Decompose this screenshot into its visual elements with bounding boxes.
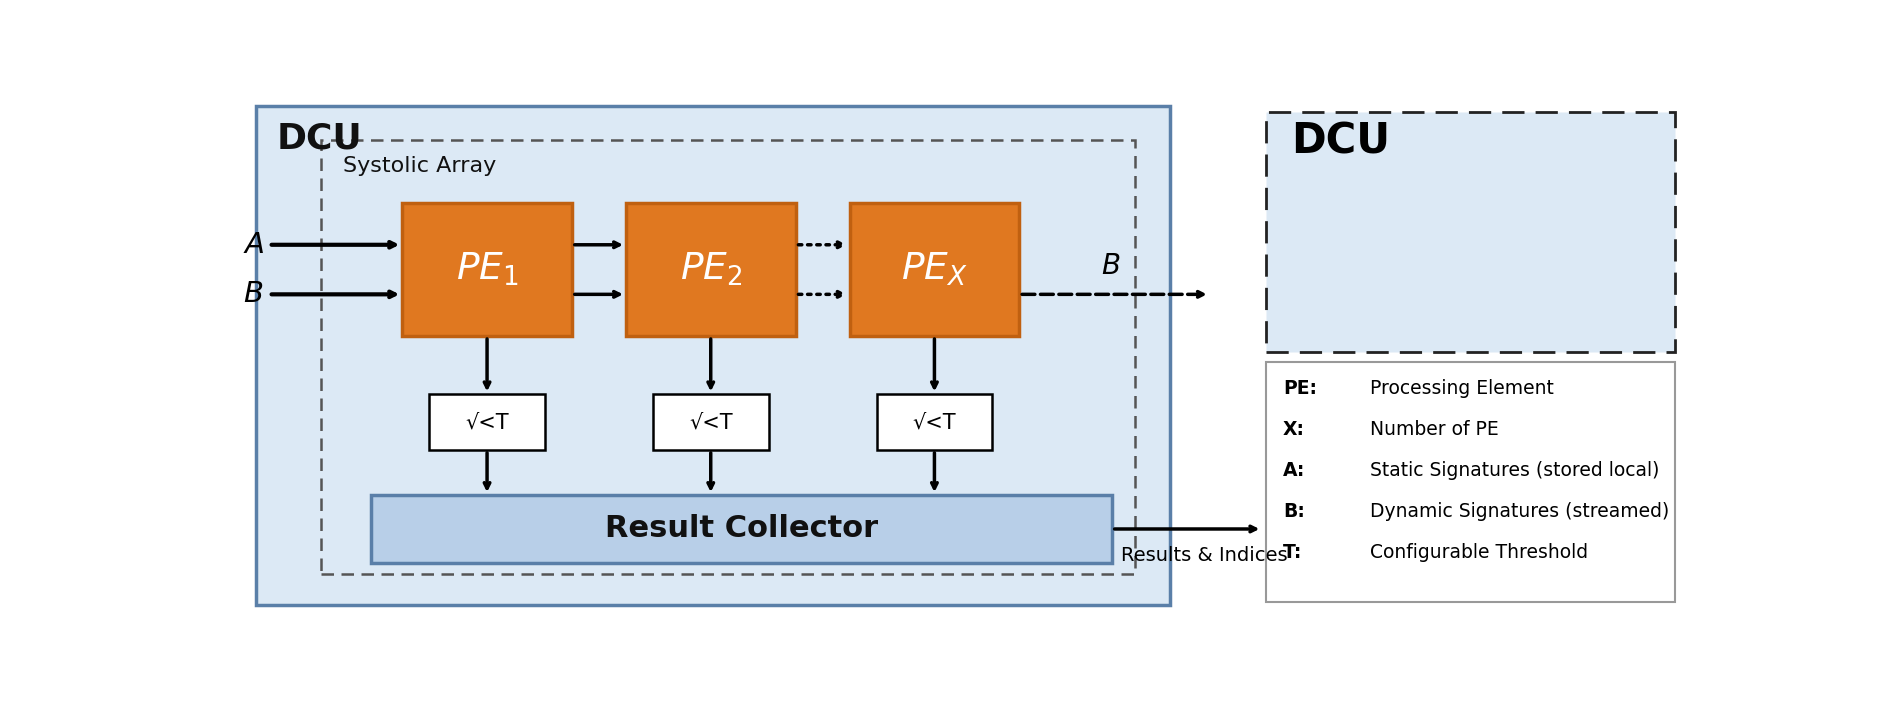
Text: $\mathit{PE}_1$: $\mathit{PE}_1$ <box>456 251 518 288</box>
Bar <box>371 495 1112 563</box>
Bar <box>849 203 1019 337</box>
Text: Dynamic Signatures (streamed): Dynamic Signatures (streamed) <box>1371 503 1670 522</box>
Text: Configurable Threshold: Configurable Threshold <box>1371 543 1588 562</box>
Text: $B$: $B$ <box>1101 253 1119 280</box>
Text: Processing Element: Processing Element <box>1371 379 1554 398</box>
Text: √<T: √<T <box>913 412 957 432</box>
Text: Static Signatures (stored local): Static Signatures (stored local) <box>1371 461 1660 480</box>
Text: $B$: $B$ <box>242 280 263 308</box>
Text: Result Collector: Result Collector <box>605 515 877 543</box>
Text: √<T: √<T <box>465 412 509 432</box>
Text: $\mathit{PE}_X$: $\mathit{PE}_X$ <box>900 251 968 288</box>
Text: DCU: DCU <box>1292 121 1390 163</box>
Bar <box>652 394 768 450</box>
Text: Results & Indices: Results & Indices <box>1121 546 1288 565</box>
Text: Number of PE: Number of PE <box>1371 420 1500 439</box>
Bar <box>255 106 1171 605</box>
Bar <box>403 203 571 337</box>
Bar <box>429 394 545 450</box>
Text: √<T: √<T <box>688 412 732 432</box>
Text: X:: X: <box>1284 420 1305 439</box>
Bar <box>1267 112 1675 352</box>
Text: $\mathit{PE}_2$: $\mathit{PE}_2$ <box>679 251 741 288</box>
Bar <box>1267 362 1675 602</box>
Text: DCU: DCU <box>276 122 363 156</box>
Bar <box>877 394 993 450</box>
Text: B:: B: <box>1284 503 1305 522</box>
Text: PE:: PE: <box>1284 379 1316 398</box>
Text: Systolic Array: Systolic Array <box>342 156 495 176</box>
Bar <box>321 140 1135 574</box>
Bar <box>626 203 796 337</box>
Text: A:: A: <box>1284 461 1305 480</box>
Text: $A$: $A$ <box>242 231 265 259</box>
Text: T:: T: <box>1284 543 1303 562</box>
